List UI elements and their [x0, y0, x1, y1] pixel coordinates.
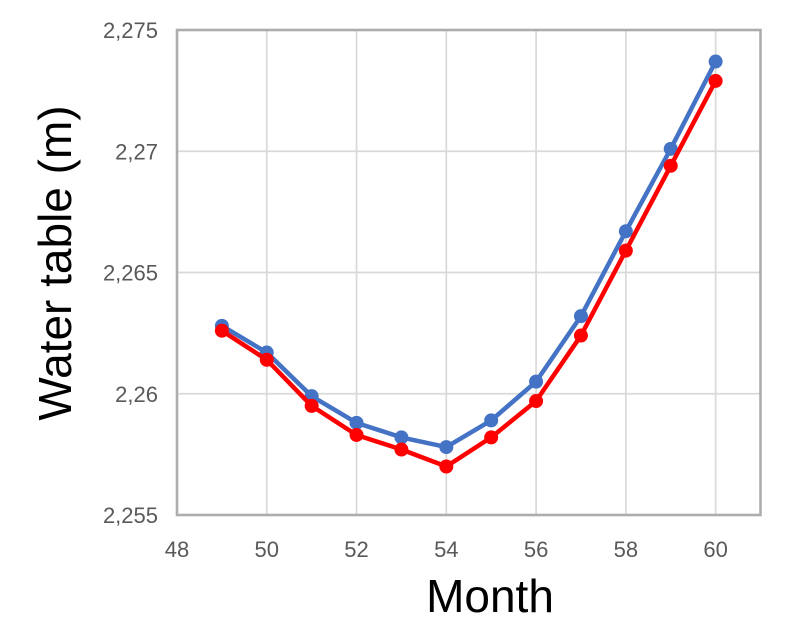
- x-tick-label: 60: [703, 537, 727, 562]
- series-red-marker: [573, 328, 588, 343]
- series-red-marker: [708, 73, 723, 88]
- y-tick-label: 2,255: [103, 503, 158, 528]
- y-tick-label: 2,26: [115, 382, 158, 407]
- x-tick-label: 48: [165, 537, 189, 562]
- series-red-marker: [214, 323, 229, 338]
- series-blue-marker: [349, 415, 364, 430]
- x-tick-label: 50: [255, 537, 279, 562]
- x-tick-label: 58: [614, 537, 638, 562]
- x-axis-title: Month: [426, 570, 554, 622]
- series-red-marker: [618, 243, 633, 258]
- x-tick-label: 54: [434, 537, 458, 562]
- x-tick-label: 56: [524, 537, 548, 562]
- series-blue-marker: [573, 309, 588, 324]
- series-blue-marker: [484, 413, 499, 428]
- y-axis-title: Water table (m): [29, 105, 81, 421]
- series-blue-marker: [708, 54, 723, 69]
- series-blue-marker: [663, 141, 678, 156]
- series-red-marker: [529, 394, 544, 409]
- series-red-marker: [484, 430, 499, 445]
- series-red-marker: [439, 459, 454, 474]
- series-blue-line: [219, 59, 718, 450]
- series-blue-marker: [529, 374, 544, 389]
- y-tick-label: 2,27: [115, 139, 158, 164]
- y-tick-label: 2,265: [103, 261, 158, 286]
- series-red-line: [219, 78, 718, 469]
- plot-border: [175, 28, 762, 517]
- y-tick-label: 2,275: [103, 18, 158, 43]
- series-blue-marker: [394, 430, 409, 445]
- series-blue-marker: [439, 440, 454, 455]
- series-red-marker: [304, 398, 319, 413]
- series-red-marker: [349, 427, 364, 442]
- series-red-marker: [259, 352, 274, 367]
- x-tick-label: 52: [344, 537, 368, 562]
- series-red-marker: [663, 158, 678, 173]
- series-blue-marker: [618, 224, 633, 239]
- series-red-marker: [394, 442, 409, 457]
